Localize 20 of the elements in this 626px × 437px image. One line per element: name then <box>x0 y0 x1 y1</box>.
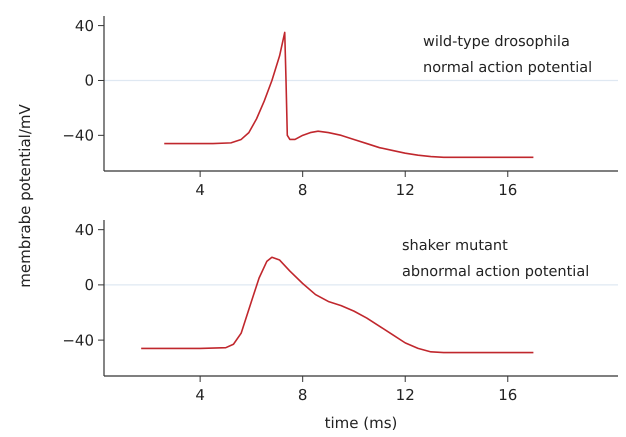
x-tick-label: 4 <box>195 386 205 404</box>
x-tick-label: 8 <box>298 386 308 404</box>
annotation: shaker mutant <box>402 238 508 254</box>
y-tick-label: 0 <box>84 276 94 294</box>
y-axis-title: membrabe potential/mV <box>16 104 34 288</box>
annotation: normal action potential <box>423 60 592 76</box>
x-tick-label: 12 <box>396 181 415 199</box>
y-tick-label: 40 <box>74 220 94 239</box>
x-tick-label: 8 <box>298 181 308 199</box>
annotation: abnormal action potential <box>402 264 590 280</box>
x-tick-label: 12 <box>396 386 415 404</box>
x-axis-title: time (ms) <box>324 414 398 432</box>
y-tick-label: 40 <box>74 16 94 35</box>
x-tick-label: 16 <box>498 181 518 199</box>
y-tick-label: −40 <box>62 126 94 145</box>
x-tick-label: 16 <box>498 386 518 404</box>
y-tick-label: 0 <box>84 72 94 90</box>
x-tick-label: 4 <box>195 181 205 199</box>
y-tick-label: −40 <box>62 331 94 350</box>
annotation: wild-type drosophila <box>423 34 570 50</box>
